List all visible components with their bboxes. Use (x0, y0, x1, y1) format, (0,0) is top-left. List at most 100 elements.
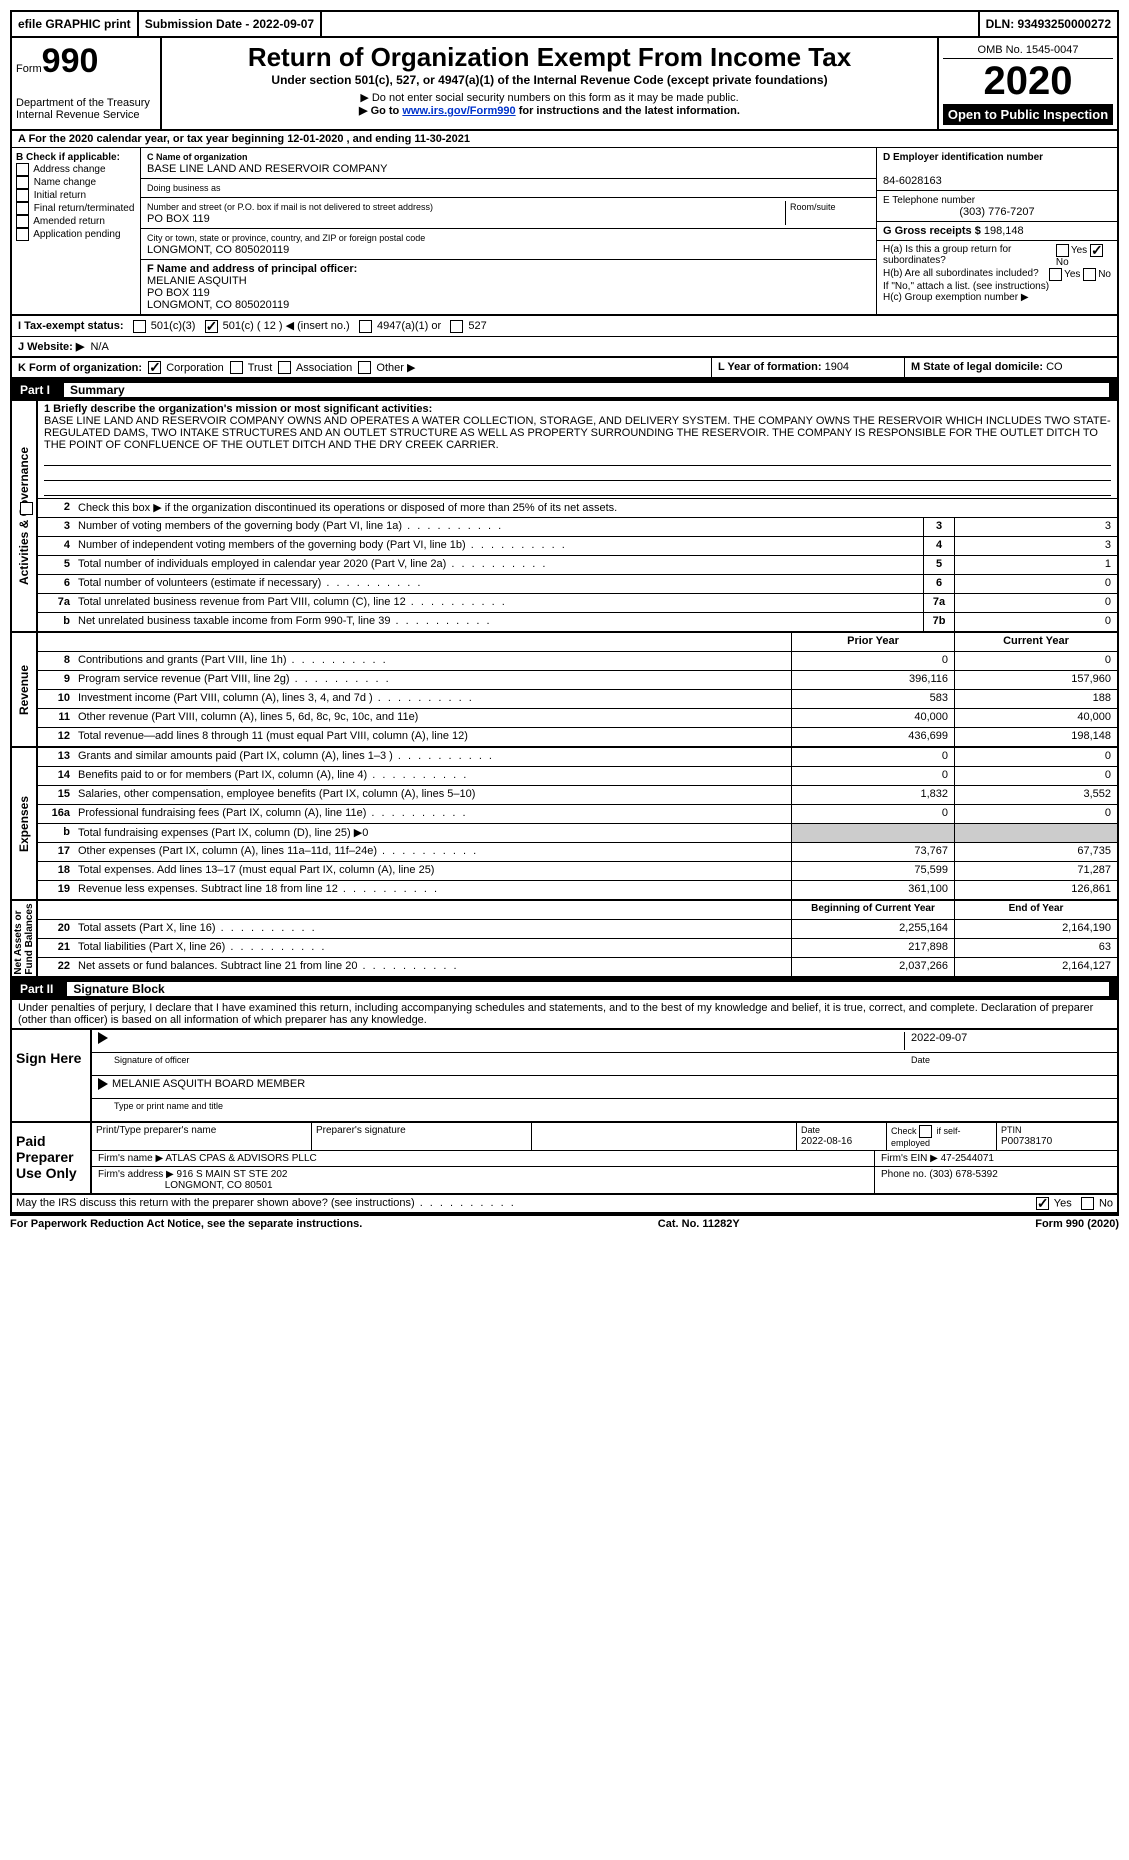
gross-receipts: 198,148 (984, 225, 1024, 237)
hb-label: H(b) Are all subordinates included? (883, 268, 1039, 281)
city-label: City or town, state or province, country… (147, 233, 425, 243)
note-ssn: ▶ Do not enter social security numbers o… (166, 91, 933, 104)
trust-checkbox[interactable] (230, 361, 243, 374)
note-post: for instructions and the latest informat… (516, 105, 740, 117)
preparer-header-row: Print/Type preparer's name Preparer's si… (92, 1123, 1117, 1151)
firm-name: ATLAS CPAS & ADVISORS PLLC (165, 1153, 316, 1164)
website-val: N/A (90, 341, 108, 353)
info-grid: B Check if applicable: Address change Na… (10, 148, 1119, 316)
col-b-title: B Check if applicable: (16, 152, 120, 163)
officer-city: LONGMONT, CO 805020119 (147, 299, 289, 311)
line6-val: 0 (954, 575, 1117, 593)
line14-desc: Benefits paid to or for members (Part IX… (74, 767, 791, 785)
org-name-label: C Name of organization (147, 152, 248, 162)
row-a: A For the 2020 calendar year, or tax yea… (10, 131, 1119, 148)
org-name-cell: C Name of organization BASE LINE LAND AN… (141, 148, 876, 179)
city-cell: City or town, state or province, country… (141, 229, 876, 260)
app-pending-checkbox[interactable] (16, 228, 29, 241)
irs-link[interactable]: www.irs.gov/Form990 (402, 105, 515, 117)
527-checkbox[interactable] (450, 320, 463, 333)
line12-desc: Total revenue—add lines 8 through 11 (mu… (74, 728, 791, 746)
name-change-label: Name change (34, 177, 96, 188)
year-form-label: L Year of formation: (718, 361, 822, 373)
officer-cell: F Name and address of principal officer:… (141, 260, 876, 314)
beg-year-hdr: Beginning of Current Year (791, 901, 954, 919)
street-cell: Number and street (or P.O. box if mail i… (141, 198, 876, 229)
ein-cell: D Employer identification number 84-6028… (877, 148, 1117, 191)
501c3-checkbox[interactable] (133, 320, 146, 333)
mission-prompt: 1 Briefly describe the organization's mi… (44, 403, 432, 415)
hb-note: If "No," attach a list. (see instruction… (883, 281, 1111, 292)
header-left: Form990 Department of the Treasury Inter… (12, 38, 162, 129)
tax-status-row: I Tax-exempt status: 501(c)(3) 501(c) ( … (10, 316, 1119, 337)
officer-name: MELANIE ASQUITH (147, 275, 247, 287)
form-title: Return of Organization Exempt From Incom… (166, 42, 933, 73)
hb-yes[interactable] (1049, 268, 1062, 281)
tax-year-range: A For the 2020 calendar year, or tax yea… (18, 133, 470, 145)
firm-addr2: LONGMONT, CO 80501 (165, 1180, 273, 1191)
line3-desc: Number of voting members of the governin… (74, 518, 923, 536)
hb-no[interactable] (1083, 268, 1096, 281)
line16a-desc: Professional fundraising fees (Part IX, … (74, 805, 791, 823)
4947-checkbox[interactable] (359, 320, 372, 333)
firm-addr1: 916 S MAIN ST STE 202 (177, 1169, 288, 1180)
mission-block: 1 Briefly describe the organization's mi… (38, 401, 1117, 499)
line10-desc: Investment income (Part VIII, column (A)… (74, 690, 791, 708)
ha-no[interactable] (1090, 244, 1103, 257)
addr-change-checkbox[interactable] (16, 163, 29, 176)
corp-checkbox[interactable] (148, 361, 161, 374)
discuss-text: May the IRS discuss this return with the… (16, 1197, 516, 1210)
phone-cell: E Telephone number (303) 776-7207 (877, 191, 1117, 222)
phone-label: E Telephone number (883, 195, 975, 206)
discuss-yes[interactable] (1036, 1197, 1049, 1210)
ha-yes[interactable] (1056, 244, 1069, 257)
firm-ein: 47-2544071 (941, 1153, 994, 1164)
state-domicile: CO (1046, 361, 1063, 373)
gross-cell: G Gross receipts $ 198,148 (877, 222, 1117, 241)
firm-name-row: Firm's name ▶ ATLAS CPAS & ADVISORS PLLC… (92, 1151, 1117, 1167)
final-return-label: Final return/terminated (34, 203, 135, 214)
discuss-no[interactable] (1081, 1197, 1094, 1210)
ptin: P00738170 (1001, 1136, 1052, 1147)
other-checkbox[interactable] (358, 361, 371, 374)
form-header: Form990 Department of the Treasury Inter… (10, 38, 1119, 131)
officer-street: PO BOX 119 (147, 287, 210, 299)
revenue-section: Revenue Prior YearCurrent Year 8Contribu… (10, 633, 1119, 748)
efile-label: efile GRAPHIC print (12, 12, 139, 36)
assoc-checkbox[interactable] (278, 361, 291, 374)
year-formed: 1904 (825, 361, 849, 373)
part1-label: Part I (20, 383, 50, 397)
addr-change-label: Address change (33, 164, 105, 175)
part2-header: Part II Signature Block (10, 978, 1119, 1000)
header-center: Return of Organization Exempt From Incom… (162, 38, 939, 129)
line4-desc: Number of independent voting members of … (74, 537, 923, 555)
omb: OMB No. 1545-0047 (943, 42, 1113, 59)
501c-checkbox[interactable] (205, 320, 218, 333)
line7a-desc: Total unrelated business revenue from Pa… (74, 594, 923, 612)
paid-preparer-section: Paid Preparer Use Only Print/Type prepar… (10, 1123, 1119, 1195)
line6-desc: Total number of volunteers (estimate if … (74, 575, 923, 593)
name-change-checkbox[interactable] (16, 176, 29, 189)
k-label: K Form of organization: (18, 362, 142, 374)
amended-checkbox[interactable] (16, 215, 29, 228)
line21-desc: Total liabilities (Part X, line 26) (74, 939, 791, 957)
initial-return-checkbox[interactable] (16, 189, 29, 202)
final-return-checkbox[interactable] (16, 202, 29, 215)
activities-governance: Activities & Governance 1 Briefly descri… (10, 401, 1119, 633)
line9-desc: Program service revenue (Part VIII, line… (74, 671, 791, 689)
street: PO BOX 119 (147, 213, 210, 225)
penalty-text: Under penalties of perjury, I declare th… (10, 1000, 1119, 1028)
line5-desc: Total number of individuals employed in … (74, 556, 923, 574)
sig-officer-label: Signature of officer (114, 1055, 911, 1073)
side-revenue: Revenue (12, 633, 38, 746)
prior-year-hdr: Prior Year (791, 633, 954, 651)
initial-return-label: Initial return (34, 190, 86, 201)
irs-label: Internal Revenue Service (16, 109, 156, 121)
self-employed-checkbox[interactable] (919, 1125, 932, 1138)
part2-label: Part II (20, 982, 53, 996)
line2-checkbox[interactable] (20, 502, 33, 515)
website-row: J Website: ▶ N/A (10, 337, 1119, 358)
line7a-val: 0 (954, 594, 1117, 612)
state-label: M State of legal domicile: (911, 361, 1043, 373)
app-pending-label: Application pending (33, 229, 120, 240)
